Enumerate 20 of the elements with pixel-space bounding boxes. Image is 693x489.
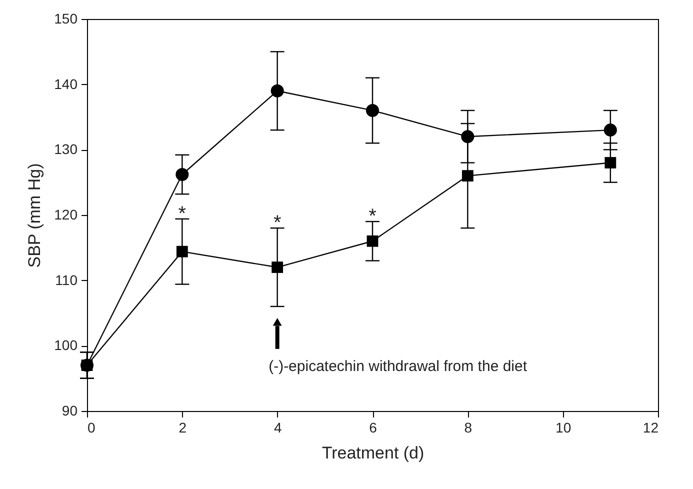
y-tick-label: 120 bbox=[54, 206, 78, 222]
y-tick-label: 90 bbox=[62, 402, 78, 418]
x-tick-label: 6 bbox=[369, 420, 378, 436]
y-tick-label: 140 bbox=[54, 76, 78, 92]
x-axis-title: Treatment (d) bbox=[322, 444, 424, 462]
y-tick-label: 130 bbox=[54, 141, 78, 158]
y-axis-title: SBP (mm Hg) bbox=[25, 163, 44, 268]
annotation: * bbox=[368, 206, 377, 228]
x-tick-label: 0 bbox=[88, 420, 96, 436]
y-tick-label: 100 bbox=[54, 337, 78, 354]
x-tick-label: 2 bbox=[178, 420, 187, 436]
x-tick-label: 4 bbox=[274, 420, 282, 436]
x-tick-label: 8 bbox=[464, 420, 472, 436]
y-tick-label: 150 bbox=[54, 10, 78, 26]
x-tick-label: 12 bbox=[642, 420, 659, 436]
x-tick-label: 10 bbox=[556, 420, 572, 436]
annotation: * bbox=[273, 212, 282, 234]
annotation: (-)-epicatechin withdrawal from the diet bbox=[268, 358, 528, 375]
y-tick-label: 110 bbox=[55, 272, 78, 288]
annotation: * bbox=[178, 202, 186, 225]
